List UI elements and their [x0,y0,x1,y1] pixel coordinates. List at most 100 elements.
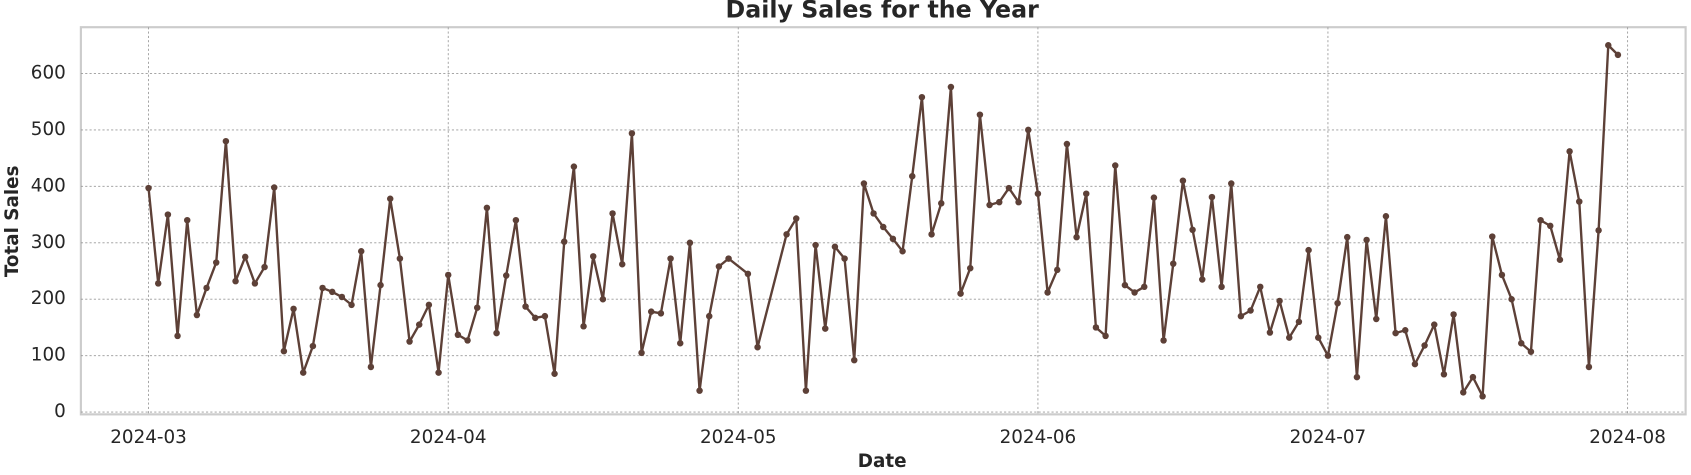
y-tick-label: 300 [31,232,66,253]
point [435,369,442,376]
x-tick-label: 2024-04 [410,427,487,448]
point [493,329,500,337]
point [1353,373,1361,381]
point [947,83,955,91]
point [522,303,529,310]
point [425,301,433,309]
point [222,137,230,145]
point [454,331,462,339]
point [870,210,877,217]
point [725,255,732,262]
point [1150,194,1158,201]
point [1605,42,1612,49]
y-tick-label: 400 [31,175,66,196]
point [1498,271,1506,279]
point [1363,236,1370,244]
point [1566,148,1573,155]
chart-title: Daily Sales for the Year [726,0,1040,24]
point [541,312,549,320]
point [812,241,819,249]
point [1034,190,1042,197]
point [938,200,945,207]
point [1141,283,1148,291]
point [1266,329,1274,336]
point [1063,140,1071,148]
point [1044,289,1051,296]
point [851,356,858,364]
point [502,272,510,279]
point [386,195,394,203]
point [580,323,587,330]
point [309,342,317,350]
point [706,312,713,320]
point [483,204,491,212]
point [1160,337,1167,344]
point [589,253,597,260]
point [1527,348,1535,355]
point [1170,260,1177,267]
x-tick-label: 2024-05 [700,427,777,448]
x-tick-label: 2024-08 [1589,427,1666,448]
point [1112,162,1119,169]
point [396,255,404,262]
point [822,325,829,332]
point [1479,393,1486,400]
point [696,387,703,394]
point [609,210,616,217]
point [174,332,181,340]
point [1576,198,1583,205]
point [444,271,452,279]
point [1315,334,1322,341]
point [1102,332,1109,340]
x-tick-label: 2024-06 [1000,427,1077,448]
point [1411,360,1419,368]
point [164,211,172,218]
point [1257,283,1264,291]
point [996,198,1003,206]
point [377,281,384,289]
point [1005,184,1013,192]
point [918,93,926,101]
point [1595,227,1602,234]
point [793,215,800,222]
point [744,270,752,278]
point [1344,233,1351,241]
y-tick-label: 600 [31,62,66,83]
point [1286,334,1293,341]
point [1402,327,1409,334]
point [628,130,636,137]
point [1382,213,1390,220]
point [1025,126,1032,134]
point [1431,321,1438,328]
point [145,184,152,192]
point [1218,283,1225,291]
point [928,231,935,238]
point [783,231,790,238]
x-tick-label: 2024-03 [110,427,187,448]
y-tick-label: 100 [31,345,66,366]
point [1092,324,1100,331]
point [976,111,984,118]
point [1556,256,1564,263]
point [986,201,993,209]
point [290,305,297,313]
line [147,44,1619,398]
point [1295,318,1303,326]
point [1054,266,1061,274]
point [261,263,268,271]
point [1392,329,1399,337]
point [280,347,288,355]
point [619,261,626,268]
point [415,321,423,328]
point [889,235,897,243]
point [1460,389,1467,396]
y-tick-label: 500 [31,119,66,140]
point [957,290,964,297]
point [1083,190,1090,197]
point [183,216,191,224]
y-axis-label: Total Sales [2,165,23,277]
point [1440,371,1448,378]
point [1614,51,1622,59]
point [1179,177,1187,184]
plot-frame [79,26,1687,416]
